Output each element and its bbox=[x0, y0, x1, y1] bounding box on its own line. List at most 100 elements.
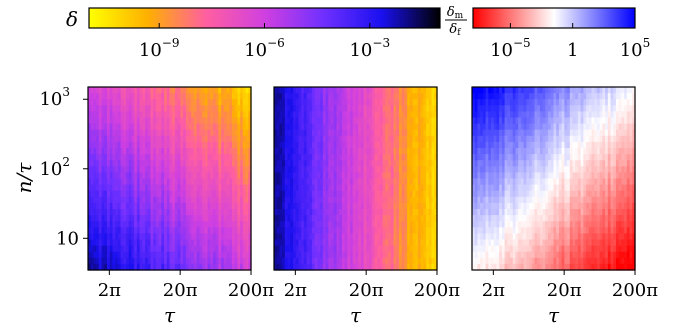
y-tick-label: 103 bbox=[39, 85, 70, 110]
heatmap-cell bbox=[485, 141, 489, 149]
heatmap-cell bbox=[126, 141, 130, 149]
heatmap-cell bbox=[279, 154, 283, 161]
heatmap-cell bbox=[428, 148, 433, 155]
heatmap-cell bbox=[215, 172, 219, 180]
heatmap-cell bbox=[101, 172, 105, 180]
heatmap-cell bbox=[556, 245, 560, 253]
heatmap-cell bbox=[512, 196, 517, 204]
heatmap-cell bbox=[553, 227, 557, 234]
heatmap-cell bbox=[564, 105, 568, 112]
heatmap-cell bbox=[290, 245, 294, 253]
heatmap-cell bbox=[90, 233, 95, 241]
heatmap-cell bbox=[360, 184, 365, 192]
heatmap-cell bbox=[377, 209, 381, 216]
heatmap-cell bbox=[123, 239, 127, 247]
heatmap-cell bbox=[501, 190, 506, 198]
heatmap-cell bbox=[196, 251, 200, 259]
heatmap-cell bbox=[191, 87, 195, 94]
heatmap-cell bbox=[112, 251, 116, 259]
heatmap-cell bbox=[226, 233, 230, 241]
heatmap-cell bbox=[331, 135, 335, 143]
heatmap-cell bbox=[147, 99, 152, 106]
heatmap-cell bbox=[409, 148, 414, 155]
heatmap-cell bbox=[161, 190, 165, 198]
heatmap-cell bbox=[150, 263, 154, 271]
heatmap-cell bbox=[312, 257, 316, 265]
heatmap-cell bbox=[295, 202, 300, 210]
heatmap-cell bbox=[312, 221, 316, 228]
heatmap-cell bbox=[558, 209, 563, 216]
heatmap-cell bbox=[290, 111, 294, 119]
heatmap-cell bbox=[284, 221, 289, 228]
heatmap-cell bbox=[572, 196, 576, 204]
heatmap-cell bbox=[153, 251, 157, 259]
heatmap-cell bbox=[477, 87, 481, 94]
heatmap-cell bbox=[172, 190, 176, 198]
heatmap-cell bbox=[426, 257, 430, 265]
heatmap-cell bbox=[588, 141, 593, 149]
heatmap-cell bbox=[550, 93, 555, 100]
heatmap-cell bbox=[388, 215, 392, 222]
heatmap-cell bbox=[147, 215, 152, 222]
heatmap-cell bbox=[188, 233, 192, 241]
heatmap-cell bbox=[248, 87, 252, 94]
heatmap-cell bbox=[284, 160, 289, 167]
heatmap-cell bbox=[388, 245, 392, 253]
heatmap-cell bbox=[153, 184, 157, 192]
heatmap-cell bbox=[482, 105, 487, 112]
heatmap-cell bbox=[325, 135, 329, 143]
heatmap-cell bbox=[174, 141, 179, 149]
heatmap-cell bbox=[245, 105, 249, 112]
heatmap-cell bbox=[276, 190, 281, 198]
heatmap-cell bbox=[407, 117, 411, 125]
heatmap-cell bbox=[423, 135, 427, 143]
heatmap-cell bbox=[591, 117, 595, 125]
heatmap-cell bbox=[287, 209, 291, 216]
heatmap-cell bbox=[558, 111, 563, 119]
heatmap-cell bbox=[191, 227, 195, 234]
x-tick-label: 200π bbox=[414, 280, 460, 301]
heatmap-cell bbox=[588, 93, 593, 100]
x-axis-label: τ bbox=[350, 303, 362, 327]
heatmap-cell bbox=[123, 209, 127, 216]
heatmap-cell bbox=[183, 209, 187, 216]
heatmap-cell bbox=[482, 257, 487, 265]
heatmap-cell bbox=[350, 87, 354, 94]
heatmap-cell bbox=[482, 178, 487, 186]
heatmap-cell bbox=[428, 111, 433, 119]
heatmap-cell bbox=[531, 227, 536, 234]
heatmap-cell bbox=[344, 166, 348, 173]
heatmap-cell bbox=[496, 117, 500, 125]
heatmap-cell bbox=[412, 141, 416, 149]
heatmap-cell bbox=[388, 239, 392, 247]
heatmap-cell bbox=[282, 227, 286, 234]
heatmap-cell bbox=[191, 93, 195, 100]
heatmap-cell bbox=[112, 257, 116, 265]
heatmap-cell bbox=[218, 123, 222, 131]
heatmap-cell bbox=[88, 245, 92, 253]
heatmap-cell bbox=[561, 154, 565, 161]
heatmap-cell bbox=[131, 93, 135, 100]
heatmap-cell bbox=[191, 160, 195, 167]
heatmap-cell bbox=[374, 105, 378, 112]
heatmap-cell bbox=[350, 245, 354, 253]
heatmap-cell bbox=[401, 233, 405, 241]
heatmap-cell bbox=[147, 129, 152, 137]
heatmap-cell bbox=[558, 215, 563, 222]
heatmap-cell bbox=[274, 227, 278, 234]
heatmap-cell bbox=[172, 251, 176, 259]
heatmap-cell bbox=[341, 184, 346, 192]
heatmap-cell bbox=[350, 251, 354, 259]
heatmap-cell bbox=[293, 202, 297, 210]
heatmap-cell bbox=[488, 172, 492, 180]
heatmap-cell bbox=[431, 245, 435, 253]
heatmap-cell bbox=[309, 209, 313, 216]
heatmap-cell bbox=[385, 117, 389, 125]
heatmap-cell bbox=[145, 215, 149, 222]
heatmap-cell bbox=[412, 257, 416, 265]
heatmap-cell bbox=[231, 93, 236, 100]
heatmap-cell bbox=[112, 196, 116, 204]
heatmap-cell bbox=[415, 172, 419, 180]
heatmap-cell bbox=[426, 129, 430, 137]
heatmap-cell bbox=[98, 154, 103, 161]
